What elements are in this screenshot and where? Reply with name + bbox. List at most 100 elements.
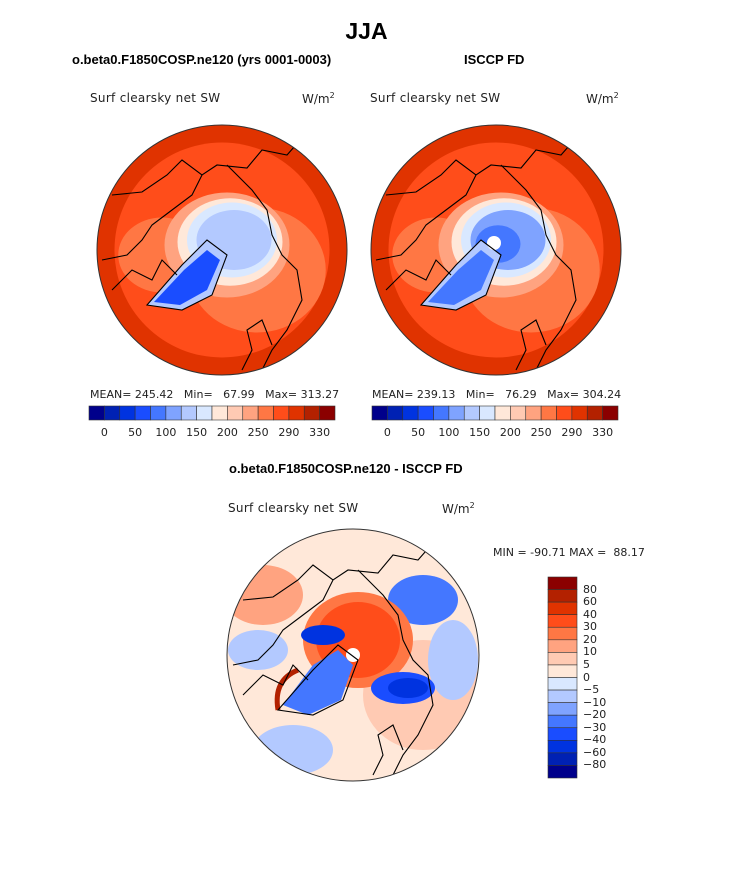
colorbar-swatch [387,405,404,421]
colorbar-tick-label: 50 [411,426,426,439]
colorbar-swatch [273,405,290,421]
obs-stats: MEAN= 239.13 Min= 76.29 Max= 304.24 [372,388,621,401]
field-band [301,625,345,645]
mean-value: 245.42 [134,388,174,401]
colorbar-swatch [242,405,259,421]
colorbar-swatch [547,601,578,615]
diff-min-max: MIN = -90.71 MAX = 88.17 [493,546,645,559]
colorbar-swatch [547,639,578,653]
greenland-field [428,250,494,305]
colorbar-tick-label: −40 [583,733,607,747]
coastline [145,239,228,311]
field-band [428,620,478,700]
map-border [226,528,480,782]
max-label: Max= [265,388,298,401]
max-value: 313.27 [300,388,340,401]
coastline [232,579,334,666]
colorbar-swatch [104,405,121,421]
colorbar-swatch [547,727,578,741]
colorbar-swatch [257,405,274,421]
colorbar-swatch [547,765,578,779]
colorbar-swatch [196,405,213,421]
colorbar-tick-label: −20 [583,708,607,722]
figure-title: JJA [345,18,388,44]
coastline [385,259,452,291]
colorbar-swatch [88,405,105,421]
coastline [357,569,434,776]
colorbar-tick-label: −5 [583,683,600,697]
min-label: Min= [183,388,213,401]
obs-variable-label: Surf clearsky net SW [370,91,501,105]
greenland-field [154,250,220,305]
mean-value: 239.13 [416,388,456,401]
colorbar-swatch [547,652,578,666]
colorbar-swatch [547,740,578,754]
colorbar-swatch [571,405,588,421]
coastline [419,239,502,311]
colorbar-tick-label: 5 [583,657,590,671]
field-band [253,725,333,775]
coastline [276,644,359,716]
greenland-field [283,650,353,715]
colorbar-swatch [547,714,578,729]
units-exponent: 2 [329,91,335,100]
colorbar-tick-label: 10 [583,645,597,659]
coastline [226,164,303,371]
colorbar-tick-label: 60 [583,595,597,609]
obs-panel-title: ISCCP FD [464,52,525,67]
field-band [388,575,458,625]
colorbar-swatch [510,405,527,421]
colorbar-swatch [211,405,228,421]
map-border [96,124,348,376]
colorbar-swatch [448,405,465,421]
colorbar-swatch [547,677,578,691]
colorbar-swatch [119,405,136,421]
diff-polar-map [227,529,479,781]
colorbar-swatch [319,405,336,421]
field-band [227,565,303,625]
colorbar-swatch [303,405,320,421]
colorbar-tick-label: −30 [583,720,607,734]
colorbar-tick-label: 100 [438,426,460,439]
units-base: W/m [302,92,330,106]
colorbar-swatch [165,405,182,421]
colorbar-tick-label: 150 [186,426,208,439]
colorbar-swatch [180,405,197,421]
colorbar-swatch [540,405,557,421]
colorbar-tick-label: 250 [247,426,269,439]
coastline [242,664,309,696]
colorbar-tick-label: 150 [469,426,491,439]
colorbar-tick-label: 80 [583,582,597,596]
colorbar-tick-label: 200 [499,426,521,439]
colorbar-swatch [288,405,305,421]
diff-panel-title: o.beta0.F1850COSP.ne120 - ISCCP FD [229,461,463,476]
colorbar-swatch [371,405,388,421]
colorbar-swatch [494,405,511,421]
coastline [385,137,577,196]
colorbar-tick-label: 0 [583,670,590,684]
max-label: Max= [547,388,580,401]
colorbar-swatch [227,405,244,421]
model-stats: MEAN= 245.42 Min= 67.99 Max= 313.27 [90,388,339,401]
colorbar-tick-label: 0 [100,426,108,439]
colorbar-swatch [547,689,578,703]
obs-units-label: W/m2 [586,91,619,106]
field-band [274,667,300,711]
diff-units-label: W/m2 [442,501,475,516]
coastline [375,174,477,261]
mean-label: MEAN= [90,388,132,401]
obs-polar-map [371,125,621,375]
colorbar-swatch [547,664,578,678]
colorbar-swatch [417,405,434,421]
max-value: 304.24 [582,388,622,401]
colorbar-tick-label: 330 [309,426,331,439]
colorbar-swatch [525,405,542,421]
colorbar-swatch [547,752,578,766]
min-value: 67.99 [223,388,255,401]
colorbar-tick-label: 200 [216,426,238,439]
colorbar-tick-label: 330 [592,426,614,439]
colorbar-tick-label: 290 [278,426,300,439]
coastline [515,319,547,371]
colorbar-tick-label: 0 [383,426,391,439]
